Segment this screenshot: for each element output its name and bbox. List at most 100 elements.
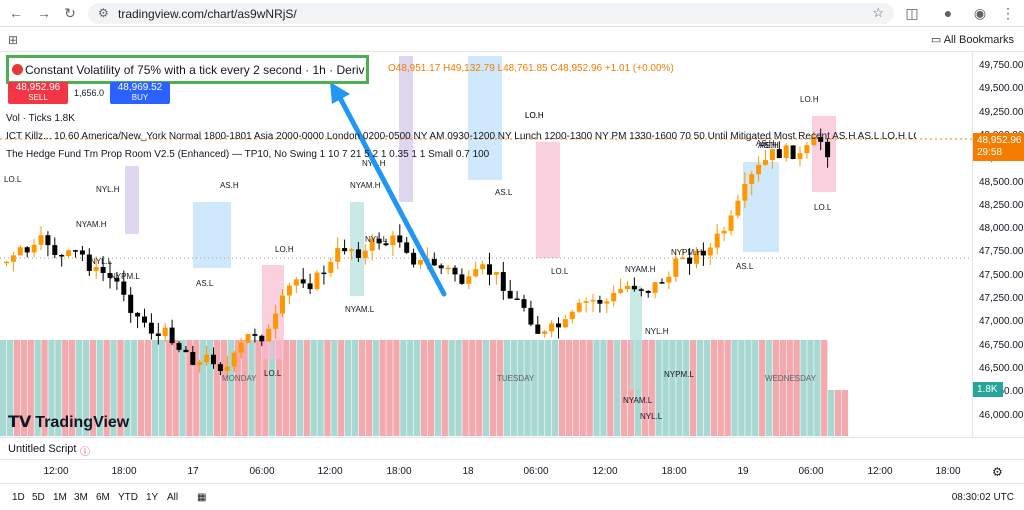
range-button-3m[interactable]: 3M xyxy=(74,492,88,503)
utc-clock[interactable]: 08:30:02 UTC xyxy=(951,492,1014,503)
annotation-arrowhead xyxy=(330,82,350,104)
session-level-label: AS.H xyxy=(756,139,775,148)
reload-icon[interactable]: ↻ xyxy=(64,5,76,21)
sell-price: 48,952.96 xyxy=(15,82,61,93)
all-bookmarks-link[interactable]: ▭ All Bookmarks xyxy=(930,34,1014,46)
candle-body xyxy=(790,145,796,159)
volume-bar xyxy=(621,340,628,436)
volume-bar xyxy=(41,340,48,436)
site-info-icon[interactable]: ⚙ xyxy=(98,6,109,20)
apps-icon[interactable]: ⊞ xyxy=(8,33,19,47)
volume-bar xyxy=(144,340,152,436)
candle-body xyxy=(148,322,154,334)
range-button-5d[interactable]: 5D xyxy=(32,492,45,503)
chart-canvas[interactable]: LO.L NYL.H NYAM.H NYL.L NYPM.L AS.H AS.L LO.H NY… xyxy=(0,52,972,436)
volume-bar xyxy=(786,340,793,436)
volume-tag: 1.8K xyxy=(973,382,1003,397)
time-axis-label: 12:00 xyxy=(317,466,343,477)
candle-body xyxy=(521,299,527,308)
extensions-icon[interactable]: ◫ xyxy=(905,5,919,21)
candle-body xyxy=(335,248,341,262)
calendar-icon[interactable]: ▦ xyxy=(197,492,207,503)
candle-body xyxy=(4,261,9,264)
volume-bar xyxy=(69,340,76,436)
candle-body xyxy=(86,254,92,271)
time-axis[interactable]: 12:00 18:00 17 06:00 12:00 18:00 18 06:00 12:00 1… xyxy=(0,459,1024,483)
candle-body xyxy=(390,235,396,246)
time-axis-label: 06:00 xyxy=(798,466,824,477)
volume-bar xyxy=(296,340,303,436)
buy-button[interactable]: 48,969.52 BUY xyxy=(110,82,170,104)
candle-body xyxy=(73,250,78,252)
volume-bar xyxy=(607,340,614,436)
avatar[interactable]: ◉ xyxy=(973,5,987,21)
volume-bar xyxy=(676,340,683,436)
session-level-label: LO.L xyxy=(4,175,22,184)
chart-settings-icon[interactable]: ⚙ xyxy=(992,465,1003,479)
candle-body xyxy=(217,364,223,371)
menu-icon[interactable]: ⋮ xyxy=(1001,5,1015,21)
bookmark-star-icon[interactable]: ☆ xyxy=(872,5,884,20)
all-bookmarks-label: All Bookmarks xyxy=(943,34,1014,46)
hedge-fund-indicator[interactable]: The Hedge Fund Tm Prop Room V2.5 (Enhanc… xyxy=(6,149,490,160)
volume-bar xyxy=(455,340,462,436)
script-name[interactable]: Untitled Script xyxy=(8,443,77,455)
range-button-1m[interactable]: 1M xyxy=(53,492,67,503)
volume-bar xyxy=(655,340,662,436)
range-button-ytd[interactable]: YTD xyxy=(118,492,138,503)
candle-body xyxy=(362,250,368,258)
tradingview-logo: 𝗧𝗩 TradingView xyxy=(8,412,129,432)
sell-button[interactable]: 48,952.96 SELL xyxy=(8,82,68,104)
candle-body xyxy=(17,247,23,256)
volume-bar xyxy=(710,340,717,436)
volume-bar xyxy=(379,340,386,436)
range-button-1y[interactable]: 1Y xyxy=(146,492,159,503)
current-price-value: 48,952.96 xyxy=(977,135,1022,146)
range-button-all[interactable]: All xyxy=(167,492,179,503)
time-axis-label: 12:00 xyxy=(592,466,618,477)
session-level-label: NYAM.L xyxy=(345,305,375,314)
candle-body xyxy=(355,249,361,258)
candle-body xyxy=(480,264,486,270)
range-button-1d[interactable]: 1D xyxy=(12,492,25,503)
chart-svg[interactable]: LO.L NYL.H NYAM.H NYL.L NYPM.L AS.H AS.L LO.H NY… xyxy=(0,52,972,436)
address-bar[interactable]: ⚙ tradingview.com/chart/as9wNRjS/ ☆ xyxy=(88,3,894,24)
ict-killzones-indicator[interactable]: ICT Killz... 10 60 America/New_York Norm… xyxy=(6,131,916,142)
volume-bar xyxy=(234,340,241,436)
volume-bar xyxy=(531,340,538,436)
error-icon[interactable]: ⓘ xyxy=(80,447,90,458)
time-axis-label: 18 xyxy=(462,466,474,477)
volume-bar xyxy=(207,340,214,436)
volume-bar xyxy=(393,340,400,436)
candle-body xyxy=(487,264,492,275)
annotation-arrow xyxy=(335,91,447,297)
volume-indicator[interactable]: Vol · Ticks 1.8K xyxy=(6,113,75,124)
volume-bar xyxy=(179,340,186,436)
profile-icon[interactable]: ● xyxy=(943,5,953,21)
price-axis-label: 46,000.00 xyxy=(979,409,1024,421)
volume-bar xyxy=(172,340,179,436)
range-button-6m[interactable]: 6M xyxy=(96,492,110,503)
symbol-title: Constant Volatility of 75% with a tick e… xyxy=(25,63,365,77)
volume-bar xyxy=(434,340,441,436)
volume-bar xyxy=(338,340,345,436)
volume-bar xyxy=(462,340,469,436)
candle-body xyxy=(583,301,589,303)
session-level-label: NYL.H xyxy=(645,327,669,336)
back-icon[interactable]: ← xyxy=(9,5,23,21)
price-axis-label: 47,500.00 xyxy=(979,269,1024,281)
volume-bar xyxy=(124,340,131,436)
candle-body xyxy=(680,257,686,260)
session-level-label: NYPM.L xyxy=(110,272,140,281)
forward-icon[interactable]: → xyxy=(37,5,51,21)
spread-value: 1,656.0 xyxy=(74,88,105,98)
candle-body xyxy=(252,334,258,336)
volume-bar xyxy=(814,340,821,436)
session-level-label: LO.L xyxy=(264,369,282,378)
volume-bar xyxy=(213,340,221,436)
candle-body xyxy=(611,292,617,302)
candle-body xyxy=(549,323,555,332)
symbol-title-highlight[interactable]: Constant Volatility of 75% with a tick e… xyxy=(6,55,369,84)
price-axis-label: 49,250.00 xyxy=(979,106,1024,118)
price-axis[interactable]: 49,750.0049,500.0049,250.0049,000.0048,7… xyxy=(972,52,1024,436)
